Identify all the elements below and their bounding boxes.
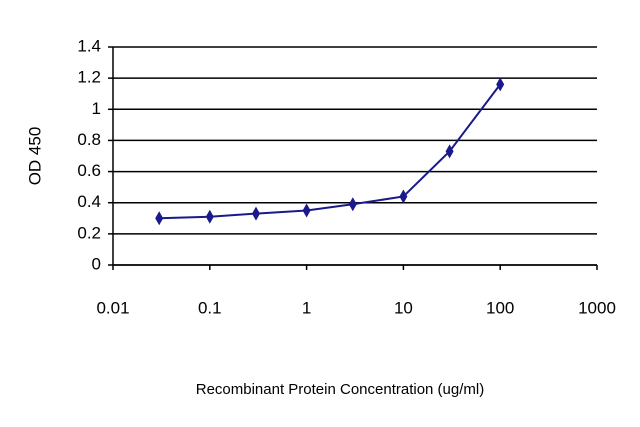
x-tick-label: 0.01 (96, 298, 129, 317)
x-tick-label: 1000 (578, 298, 616, 317)
x-axis-label: Recombinant Protein Concentration (ug/ml… (196, 381, 484, 398)
data-point (348, 197, 357, 212)
y-tick-label: 1.4 (77, 36, 101, 55)
y-tick-label: 1.2 (77, 68, 101, 87)
y-tick-label: 0.4 (77, 192, 101, 211)
data-line (159, 83, 501, 220)
y-tick-label: 0 (92, 254, 101, 273)
y-tick-label: 1 (92, 99, 101, 118)
data-point (496, 77, 505, 92)
data-point (251, 206, 260, 221)
y-tick-label: 0.6 (77, 161, 101, 180)
y-axis-label: OD 450 (25, 127, 44, 186)
data-point (205, 209, 214, 224)
data-point (399, 189, 408, 204)
data-point (155, 211, 164, 226)
x-tick-label: 10 (394, 298, 413, 317)
x-tick-label: 1 (302, 298, 311, 317)
x-tick-label: 100 (486, 298, 514, 317)
data-point (445, 144, 454, 159)
y-tick-label: 0.2 (77, 223, 101, 242)
y-tick-label: 0.8 (77, 130, 101, 149)
x-tick-label: 0.1 (198, 298, 222, 317)
data-point (302, 203, 311, 218)
